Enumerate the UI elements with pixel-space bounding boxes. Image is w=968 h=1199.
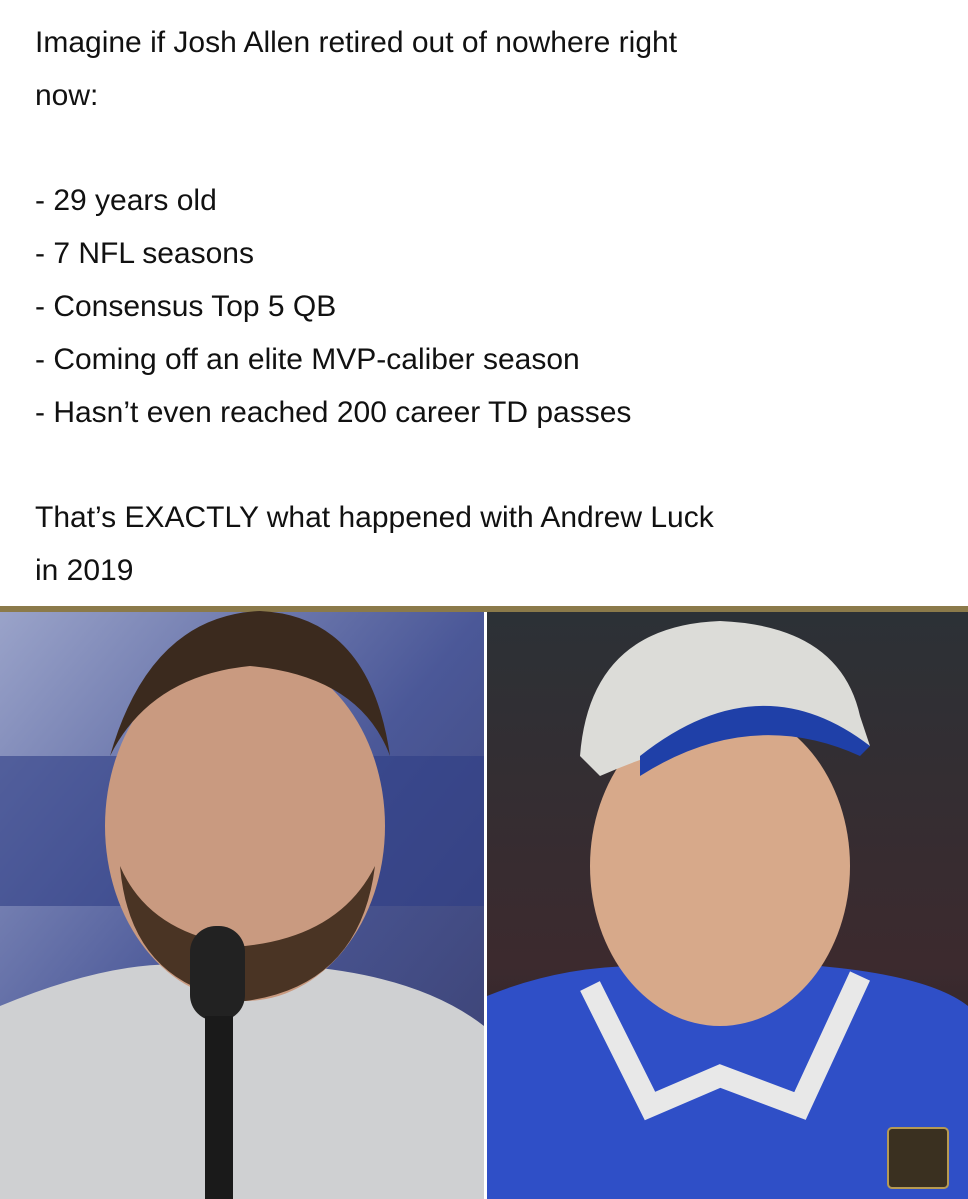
- face: [105, 651, 385, 1001]
- text-line: Imagine if Josh Allen retired out of now…: [35, 26, 678, 59]
- logo-badge: [887, 1127, 949, 1189]
- bullet-line: - 7 NFL seasons: [35, 237, 254, 270]
- mic-stand: [205, 1016, 233, 1199]
- shirt: [0, 964, 484, 1199]
- divider: [484, 612, 487, 1199]
- cap: [580, 621, 870, 776]
- microphone: [190, 926, 245, 1021]
- intro: Imagine if Josh Allen retired out of now…: [35, 16, 945, 122]
- spacer: [35, 122, 945, 174]
- post-text: Imagine if Josh Allen retired out of now…: [35, 16, 945, 597]
- hair: [110, 611, 390, 756]
- cap-brim: [640, 705, 870, 776]
- photo-collage: [0, 606, 968, 1199]
- collar: [580, 971, 870, 1121]
- beard: [120, 866, 375, 1001]
- closing: That’s EXACTLY what happened with Andrew…: [35, 491, 945, 597]
- bullets: - 29 years old - 7 NFL seasons - Consensus…: [35, 174, 945, 439]
- gold-band: [0, 606, 968, 612]
- bullet-line: - Hasn’t even reached 200 career TD pass…: [35, 396, 632, 429]
- bullet-line: - Consensus Top 5 QB: [35, 290, 337, 323]
- bullet-line: - 29 years old: [35, 184, 217, 217]
- text-line: now:: [35, 79, 99, 112]
- text-line: That’s EXACTLY what happened with Andrew…: [35, 501, 714, 534]
- face: [590, 706, 850, 1026]
- text-line: in 2019: [35, 554, 134, 587]
- spacer: [35, 439, 945, 491]
- bullet-line: - Coming off an elite MVP-caliber season: [35, 343, 580, 376]
